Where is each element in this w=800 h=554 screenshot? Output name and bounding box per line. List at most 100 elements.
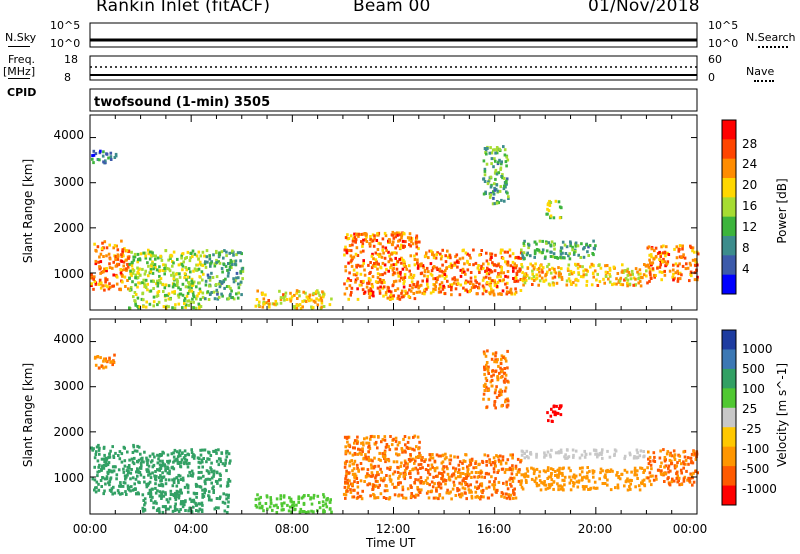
- heatmap-cell: [241, 277, 244, 281]
- heatmap-cell: [638, 454, 642, 458]
- heatmap-cell: [176, 459, 179, 463]
- heatmap-cell: [201, 278, 204, 282]
- velocity-heatmap: [90, 349, 699, 514]
- heatmap-cell: [538, 474, 541, 478]
- heatmap-cell: [696, 471, 699, 475]
- heatmap-cell: [424, 468, 428, 471]
- heatmap-cell: [119, 268, 122, 271]
- heatmap-cell: [492, 373, 495, 377]
- heatmap-cell: [569, 269, 573, 273]
- heatmap-cell: [350, 264, 354, 268]
- heatmap-cell: [586, 476, 589, 480]
- heatmap-cell: [105, 269, 108, 273]
- heatmap-cell: [156, 284, 160, 288]
- heatmap-cell: [128, 458, 131, 462]
- heatmap-cell: [427, 471, 430, 475]
- heatmap-cell: [549, 201, 553, 204]
- heatmap-cell: [370, 466, 373, 470]
- heatmap-cell: [114, 258, 117, 262]
- heatmap-cell: [663, 250, 667, 254]
- colorbar-swatch: [722, 178, 736, 198]
- heatmap-cell: [421, 264, 425, 268]
- heatmap-cell: [218, 478, 221, 482]
- heatmap-cell: [443, 277, 447, 280]
- heatmap-cell: [192, 269, 195, 273]
- heatmap-cell: [482, 384, 486, 388]
- heatmap-cell: [114, 451, 117, 455]
- heatmap-cell: [164, 264, 167, 268]
- heatmap-cell: [125, 267, 128, 271]
- heatmap-cell: [498, 460, 501, 464]
- heatmap-cell: [547, 475, 551, 479]
- heatmap-cell: [363, 480, 366, 483]
- heatmap-cell: [370, 254, 374, 258]
- heatmap-cell: [509, 468, 512, 472]
- heatmap-cell: [409, 273, 413, 277]
- heatmap-cell: [660, 469, 663, 473]
- heatmap-cell: [588, 469, 591, 473]
- heatmap-cell: [172, 481, 176, 484]
- heatmap-cell: [167, 284, 171, 288]
- heatmap-cell: [237, 276, 240, 280]
- heatmap-cell: [525, 253, 529, 257]
- heatmap-cell: [125, 258, 128, 262]
- heatmap-cell: [478, 462, 481, 466]
- heatmap-cell: [504, 386, 508, 390]
- heatmap-cell: [520, 263, 523, 266]
- heatmap-cell: [206, 477, 210, 481]
- heatmap-cell: [161, 510, 165, 514]
- heatmap-cell: [143, 272, 147, 276]
- heatmap-cell: [389, 266, 392, 270]
- heatmap-cell: [198, 507, 202, 511]
- heatmap-cell: [660, 245, 663, 249]
- heatmap-cell: [638, 279, 642, 283]
- heatmap-cell: [546, 212, 549, 216]
- heatmap-cell: [603, 281, 606, 285]
- heatmap-cell: [297, 497, 300, 501]
- heatmap-cell: [224, 461, 227, 465]
- heatmap-cell: [515, 271, 519, 275]
- heatmap-cell: [481, 461, 485, 464]
- heatmap-cell: [681, 244, 684, 248]
- heatmap-cell: [435, 466, 439, 470]
- heatmap-cell: [115, 244, 118, 248]
- heatmap-cell: [643, 469, 646, 473]
- heatmap-cell: [228, 261, 232, 265]
- heatmap-cell: [136, 460, 140, 464]
- heatmap-cell: [394, 262, 398, 266]
- heatmap-cell: [662, 244, 665, 248]
- heatmap-cell: [94, 453, 98, 456]
- heatmap-cell: [519, 268, 522, 271]
- heatmap-cell: [469, 276, 473, 280]
- heatmap-cell: [500, 265, 503, 269]
- heatmap-cell: [483, 453, 487, 457]
- heatmap-cell: [514, 277, 518, 280]
- heatmap-cell: [439, 486, 443, 490]
- heatmap-cell: [290, 295, 294, 299]
- heatmap-cell: [558, 469, 561, 473]
- heatmap-cell: [118, 450, 122, 454]
- heatmap-cell: [142, 278, 145, 282]
- heatmap-cell: [184, 305, 187, 309]
- heatmap-cell: [138, 273, 142, 277]
- heatmap-cell: [629, 453, 632, 457]
- heatmap-cell: [515, 473, 518, 477]
- heatmap-cell: [225, 497, 228, 501]
- heatmap-cell: [255, 298, 259, 301]
- heatmap-cell: [279, 497, 282, 501]
- heatmap-cell: [92, 161, 95, 165]
- heatmap-cell: [546, 468, 550, 472]
- heatmap-cell: [105, 267, 108, 270]
- heatmap-cell: [172, 282, 176, 286]
- heatmap-cell: [265, 301, 268, 305]
- heatmap-cell: [585, 283, 588, 287]
- heatmap-cell: [343, 485, 347, 489]
- heatmap-cell: [215, 288, 219, 292]
- heatmap-cell: [616, 486, 620, 490]
- heatmap-cell: [165, 507, 168, 511]
- velocity-cb-tick-500: 500: [742, 362, 765, 376]
- heatmap-cell: [346, 449, 349, 453]
- heatmap-cell: [523, 272, 527, 276]
- heatmap-cell: [484, 275, 488, 279]
- heatmap-cell: [417, 463, 421, 467]
